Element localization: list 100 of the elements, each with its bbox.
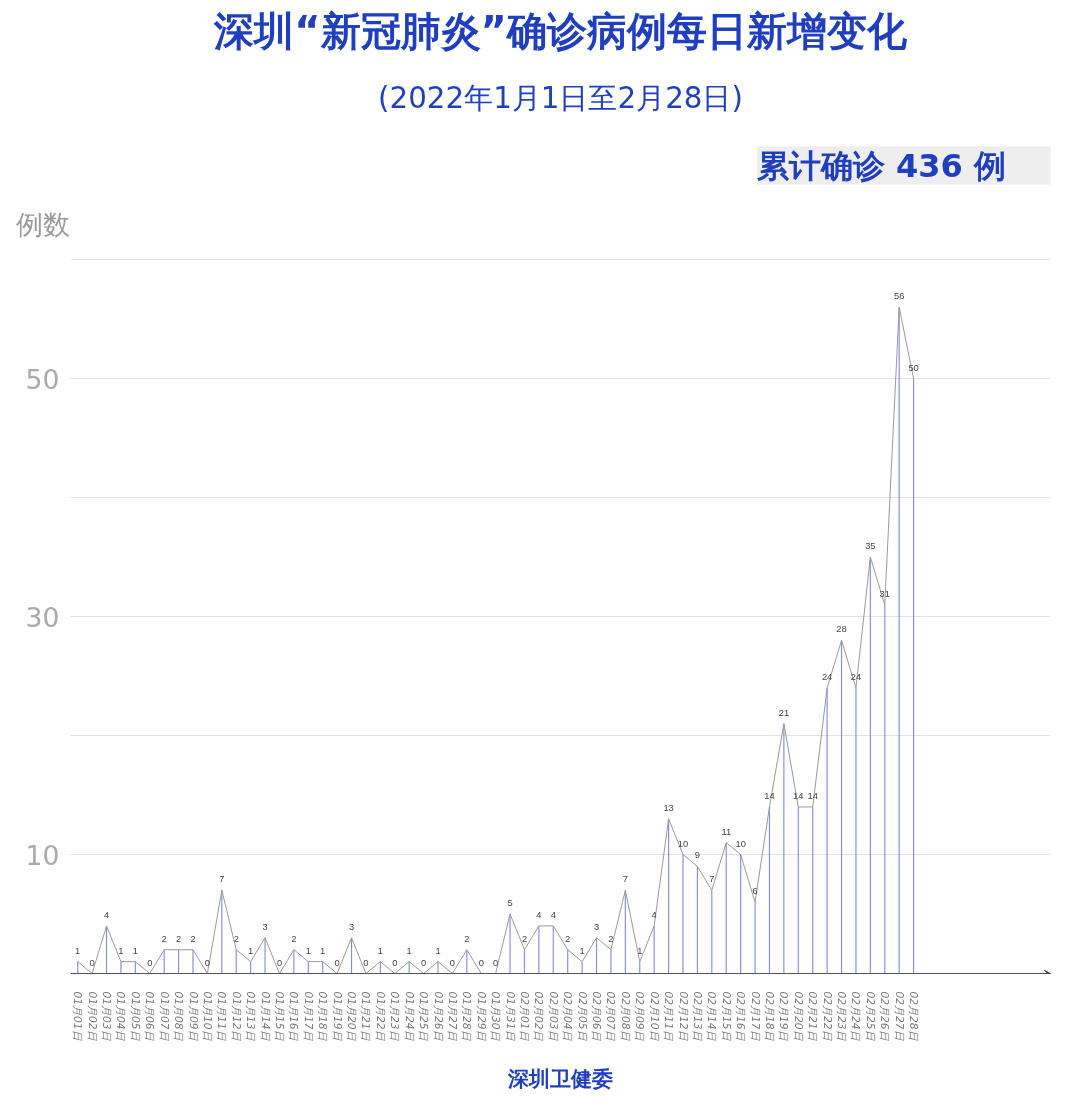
x-tick-label: 02月17日	[748, 991, 762, 1041]
data-label: 13	[663, 802, 674, 813]
data-label: 0	[493, 957, 499, 968]
data-label: 0	[334, 957, 340, 968]
data-label: 3	[348, 921, 355, 932]
data-label: 35	[865, 541, 876, 552]
data-label: 1	[132, 945, 138, 956]
x-tick-label: 02月16日	[734, 991, 748, 1041]
x-tick-label: 01月23日	[388, 991, 402, 1041]
x-tick-label: 02月21日	[806, 991, 820, 1041]
data-label: 6	[752, 886, 758, 897]
y-tick-label: 10	[25, 839, 60, 871]
chart-title: 深圳“新冠肺炎”确诊病例每日新增变化	[213, 7, 908, 54]
data-label: 1	[118, 945, 124, 956]
x-tick-label: 02月02日	[532, 991, 546, 1041]
x-tick-label: 01月02日	[85, 991, 99, 1041]
data-label: 0	[478, 957, 484, 968]
data-label: 10	[677, 838, 689, 849]
x-tick-label: 01月21日	[359, 991, 373, 1041]
x-tick-label: 02月13日	[690, 991, 704, 1041]
x-tick-label: 02月28日	[907, 991, 921, 1041]
x-tick-label: 02月19日	[777, 991, 791, 1041]
x-tick-label: 01月25日	[417, 991, 431, 1041]
x-tick-label: 02月15日	[719, 991, 733, 1041]
x-tick-label: 02月25日	[863, 991, 877, 1041]
x-tick-label: 02月26日	[878, 991, 892, 1041]
data-label: 50	[908, 362, 919, 373]
data-label: 2	[175, 933, 182, 944]
data-label: 1	[435, 945, 441, 956]
x-tick-label: 01月10日	[200, 991, 214, 1041]
data-label: 3	[593, 921, 600, 932]
x-tick-label: 01月06日	[143, 991, 157, 1041]
data-label: 1	[248, 945, 254, 956]
data-label: 1	[305, 945, 311, 956]
data-label: 1	[637, 945, 643, 956]
x-tick-label: 01月18日	[316, 991, 330, 1041]
data-label: 24	[850, 671, 862, 682]
x-tick-label: 01月14日	[258, 991, 272, 1041]
data-label: 1	[406, 945, 412, 956]
x-tick-label: 01月13日	[244, 991, 258, 1041]
data-label: 1	[579, 945, 585, 956]
data-label: 0	[363, 957, 369, 968]
data-label: 1	[75, 945, 81, 956]
data-label: 4	[651, 909, 657, 920]
chart-subtitle: (2022年1月1日至2月28日)	[378, 80, 743, 115]
x-tick-label: 01月05日	[128, 991, 142, 1041]
x-tick-label: 02月09日	[633, 991, 647, 1041]
x-tick-label: 02月23日	[835, 991, 849, 1041]
x-tick-label: 02月18日	[762, 991, 776, 1041]
data-label: 2	[565, 933, 571, 944]
x-tick-label: 02月20日	[791, 991, 805, 1041]
x-tick-label: 01月04日	[114, 991, 128, 1041]
y-tick-label: 50	[25, 363, 60, 395]
data-label: 4	[103, 909, 110, 920]
x-tick-label: 02月12日	[676, 991, 690, 1041]
x-tick-label: 01月29日	[474, 991, 488, 1041]
x-tick-label: 01月22日	[373, 991, 387, 1041]
data-label: 56	[893, 291, 905, 302]
x-tick-label: 01月15日	[272, 991, 286, 1041]
data-label: 3	[262, 921, 268, 932]
data-label: 2	[291, 933, 297, 944]
data-label: 0	[204, 957, 211, 968]
data-label: 10	[735, 838, 746, 849]
x-tick-label: 01月12日	[229, 991, 243, 1041]
x-tick-label: 02月14日	[705, 991, 719, 1041]
data-label: 14	[764, 790, 775, 801]
x-tick-label: 02月10日	[647, 991, 661, 1041]
x-tick-label: 02月06日	[590, 991, 604, 1041]
data-label: 2	[464, 933, 470, 944]
data-label: 2	[190, 933, 196, 944]
x-tick-label: 02月05日	[575, 991, 589, 1041]
data-label: 2	[608, 933, 614, 944]
data-label: 24	[821, 671, 833, 682]
x-tick-label: 01月30日	[489, 991, 503, 1041]
data-label: 11	[721, 826, 732, 837]
data-label: 21	[778, 707, 790, 718]
data-label: 2	[233, 933, 239, 944]
data-label: 0	[147, 957, 153, 968]
x-tick-label: 01月11日	[215, 991, 229, 1041]
text: 累计确诊 436 例	[756, 146, 1006, 185]
data-label: 14	[793, 790, 804, 801]
data-label: 4	[550, 909, 556, 920]
text: 深圳卫健委	[507, 1065, 613, 1091]
x-tick-label: 02月24日	[849, 991, 863, 1041]
data-label: 9	[694, 850, 701, 861]
x-tick-label: 02月01日	[517, 991, 531, 1041]
data-label: 0	[449, 957, 456, 968]
x-tick-label: 01月07日	[157, 991, 171, 1041]
x-tick-label: 01月16日	[287, 991, 301, 1041]
data-label: 1	[320, 945, 326, 956]
x-tick-label: 02月07日	[604, 991, 618, 1041]
data-label: 14	[807, 790, 818, 801]
x-tick-label: 01月09日	[186, 991, 200, 1041]
data-label: 5	[507, 898, 513, 909]
x-tick-label: 01月27日	[445, 991, 459, 1041]
x-tick-label: 01月31日	[503, 991, 517, 1041]
data-label: 7	[622, 874, 628, 885]
data-label: 0	[420, 957, 427, 968]
x-tick-label: 01月03日	[100, 991, 114, 1041]
data-label: 0	[276, 957, 283, 968]
